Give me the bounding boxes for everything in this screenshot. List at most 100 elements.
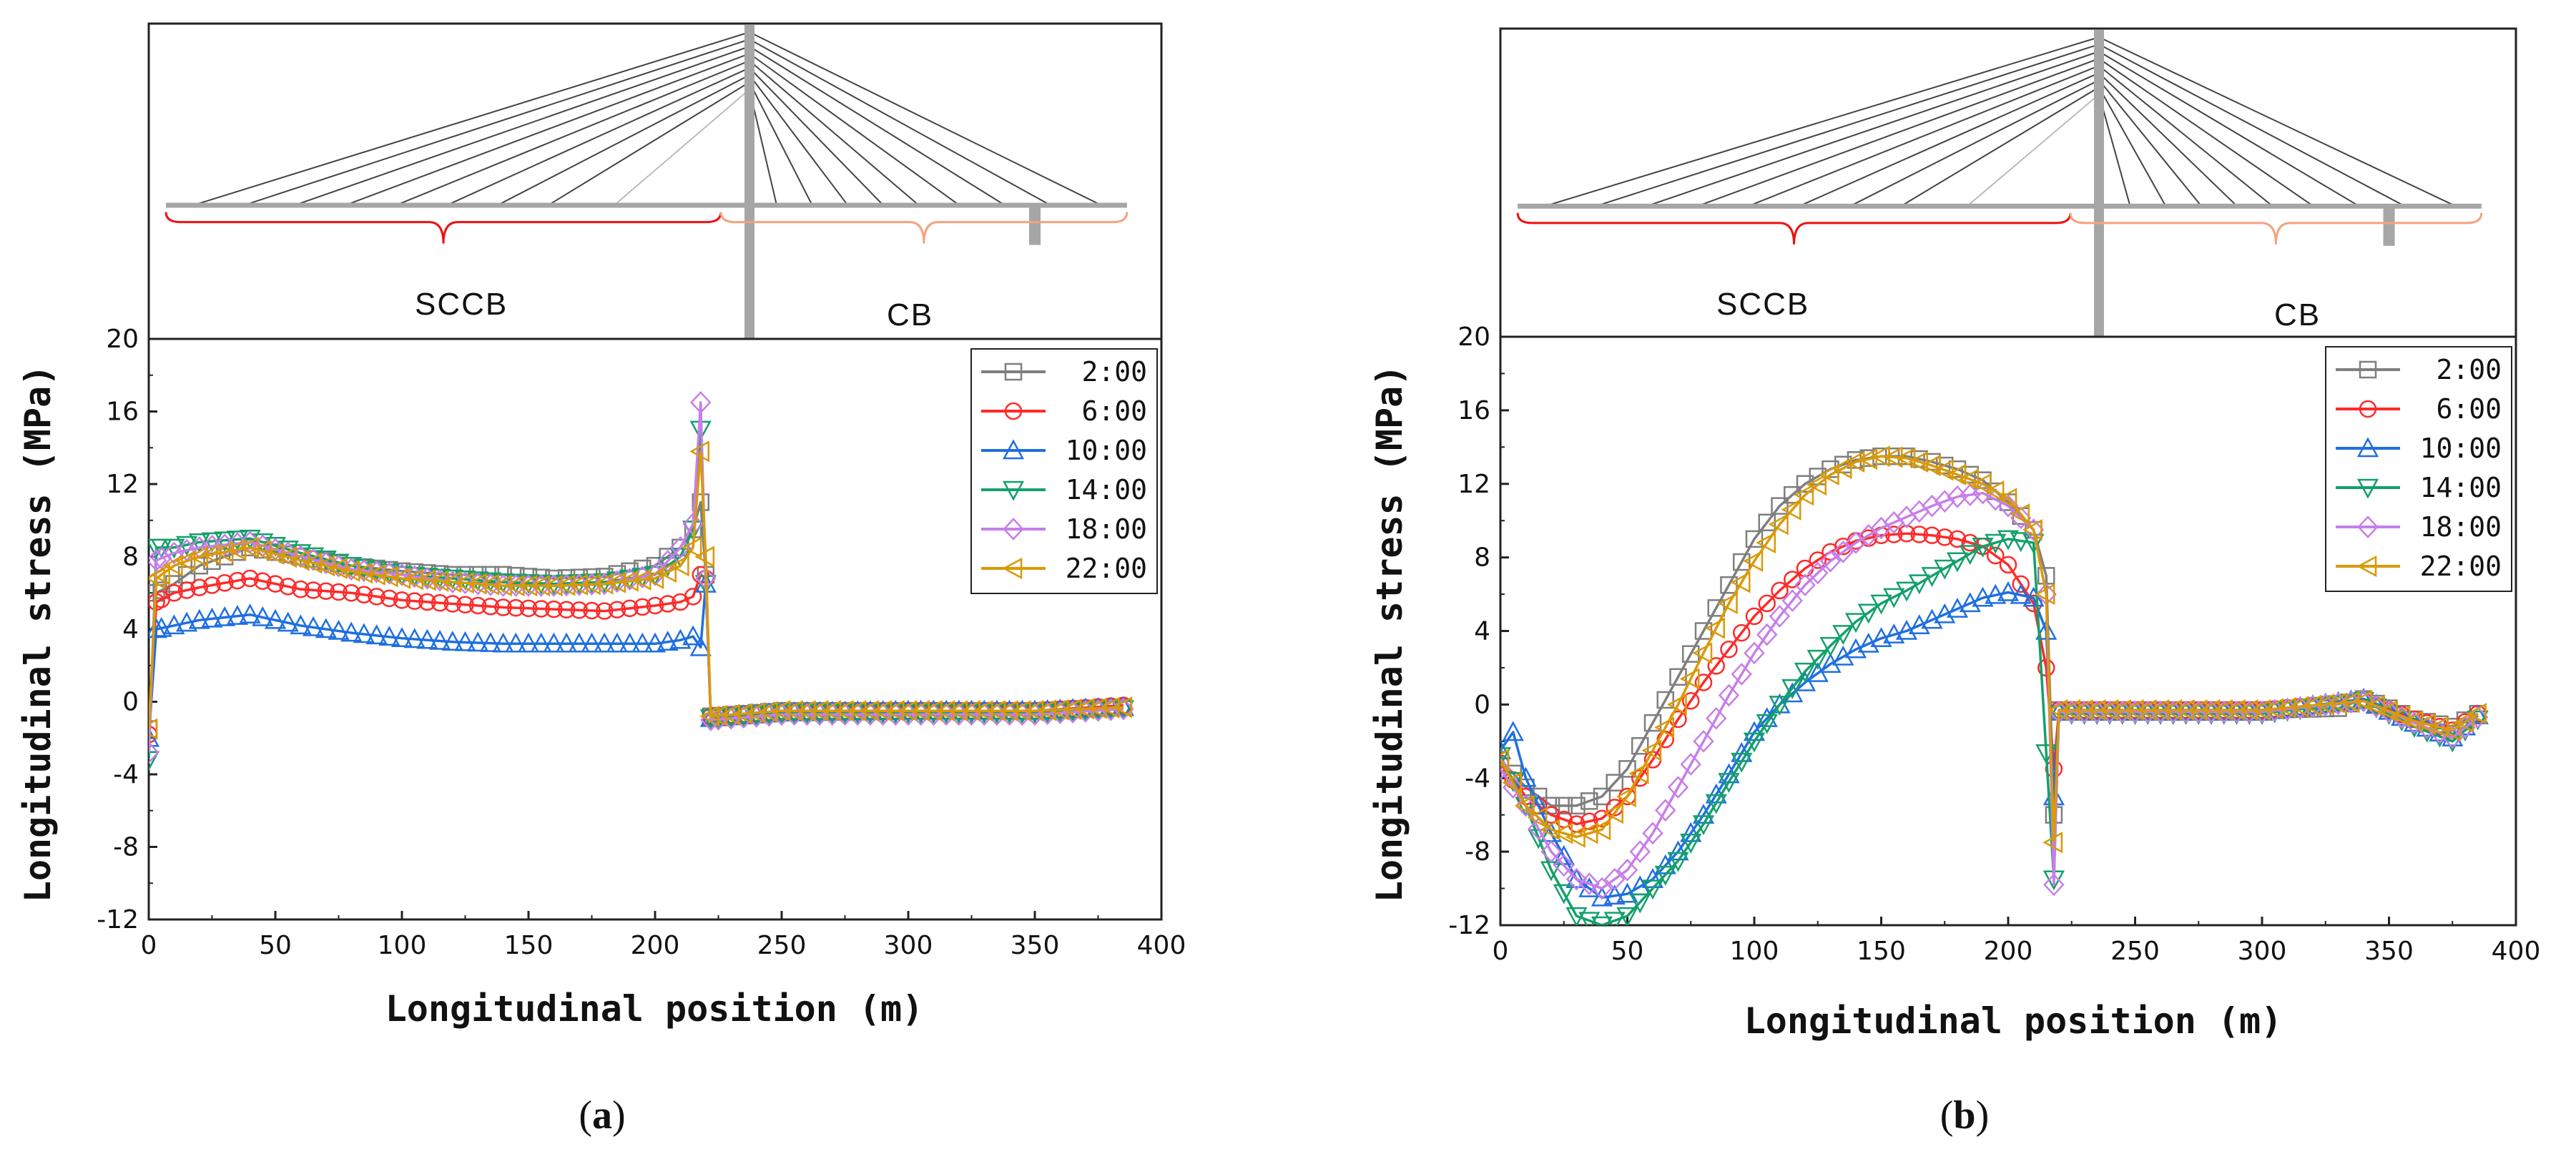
x-tick-label: 100 (1730, 937, 1779, 966)
series-marker (517, 575, 538, 597)
series-marker (1553, 854, 1575, 877)
cb-label-a: CB (887, 297, 933, 332)
series-marker (1679, 668, 1700, 690)
x-tick-label: 150 (1857, 937, 1906, 966)
x-tick-label: 400 (2492, 937, 2541, 966)
bridge-tower (744, 25, 754, 339)
series-marker (1629, 840, 1651, 863)
series-marker (416, 628, 438, 649)
series-marker (1061, 698, 1082, 721)
series-marker (149, 718, 158, 740)
series-marker (1693, 729, 1714, 753)
series-marker (201, 607, 223, 628)
series-marker (682, 536, 702, 558)
x-tick-label: 200 (631, 931, 680, 960)
series-marker (441, 571, 462, 593)
series-marker (315, 551, 337, 575)
series-marker (871, 700, 892, 722)
series-marker (1946, 463, 1967, 485)
series-marker (606, 570, 628, 593)
series-marker (948, 700, 968, 722)
series-marker (2339, 691, 2360, 713)
series-marker (744, 701, 765, 724)
series-line (1500, 455, 2479, 844)
series-marker (2022, 518, 2045, 541)
series-marker (328, 619, 350, 640)
series-marker (1616, 907, 1638, 925)
series-marker (149, 751, 160, 771)
series-marker (1934, 490, 1955, 513)
series-marker (1502, 771, 1522, 794)
series-marker (606, 632, 628, 653)
series-marker (2187, 699, 2208, 721)
y-tick-label: -4 (1465, 764, 1490, 793)
series-marker (1667, 776, 1689, 799)
series-marker (2010, 503, 2030, 526)
stay-cable (1545, 36, 2100, 207)
series-marker (330, 583, 348, 601)
series-marker (1591, 886, 1613, 907)
series-marker (1769, 696, 1791, 716)
series-marker (150, 563, 170, 586)
series-marker (2111, 699, 2131, 721)
series-marker (1920, 454, 1941, 477)
series-marker (1023, 700, 1044, 722)
series-marker (1771, 497, 1789, 515)
series-marker (2035, 583, 2055, 606)
series-marker (1707, 657, 1725, 675)
series-marker (1794, 484, 1814, 506)
stay-cable (295, 46, 750, 206)
series-marker (595, 602, 614, 620)
bridge-deck (166, 202, 1127, 208)
series-marker (2353, 689, 2374, 713)
stay-cable (749, 46, 1006, 206)
series-marker (1578, 822, 1598, 844)
series-marker (1036, 699, 1056, 721)
series-marker (1565, 868, 1588, 888)
series-marker (390, 567, 411, 590)
series-marker (1883, 588, 1905, 608)
series-marker (1553, 884, 1575, 904)
y-tick-label: 16 (106, 398, 139, 427)
series-marker (1692, 642, 1713, 664)
series-marker (1781, 589, 1803, 612)
series-marker (365, 624, 388, 645)
series-marker (428, 570, 449, 592)
series-marker (1733, 623, 1751, 642)
series-marker (669, 555, 689, 577)
series-marker (555, 574, 576, 596)
legend-marker (2359, 360, 2377, 379)
series-marker (1705, 794, 1727, 814)
series-marker (1733, 553, 1751, 571)
series-marker (985, 700, 1006, 722)
series-marker (998, 700, 1018, 722)
series-marker (1718, 773, 1740, 794)
series-marker (757, 701, 778, 723)
series-marker (646, 596, 664, 615)
series-marker (657, 561, 677, 583)
legend-box (2325, 346, 2512, 592)
legend-label: 10:00 (1066, 435, 1147, 466)
series-marker (542, 575, 563, 597)
series-marker (1568, 796, 1586, 815)
series-marker (1606, 774, 1623, 791)
legend-marker (2359, 400, 2377, 418)
series-marker (1500, 757, 1511, 781)
series-marker (1961, 533, 1979, 552)
series-marker (1628, 762, 1649, 784)
series-marker (1654, 866, 1676, 886)
series-marker (543, 632, 565, 653)
series-marker (380, 589, 398, 608)
series-marker (606, 571, 626, 593)
series-marker (581, 632, 603, 653)
legend-label: 18:00 (1066, 513, 1147, 545)
series-marker (570, 601, 589, 619)
series-marker (252, 606, 274, 626)
series-marker (2365, 695, 2385, 717)
series-marker (507, 598, 525, 617)
stay-cable (396, 60, 750, 206)
series-marker (1580, 792, 1598, 810)
legend-label: 18:00 (2420, 511, 2502, 543)
panel-label-a: (a) (579, 1093, 625, 1138)
series-marker (960, 700, 980, 722)
